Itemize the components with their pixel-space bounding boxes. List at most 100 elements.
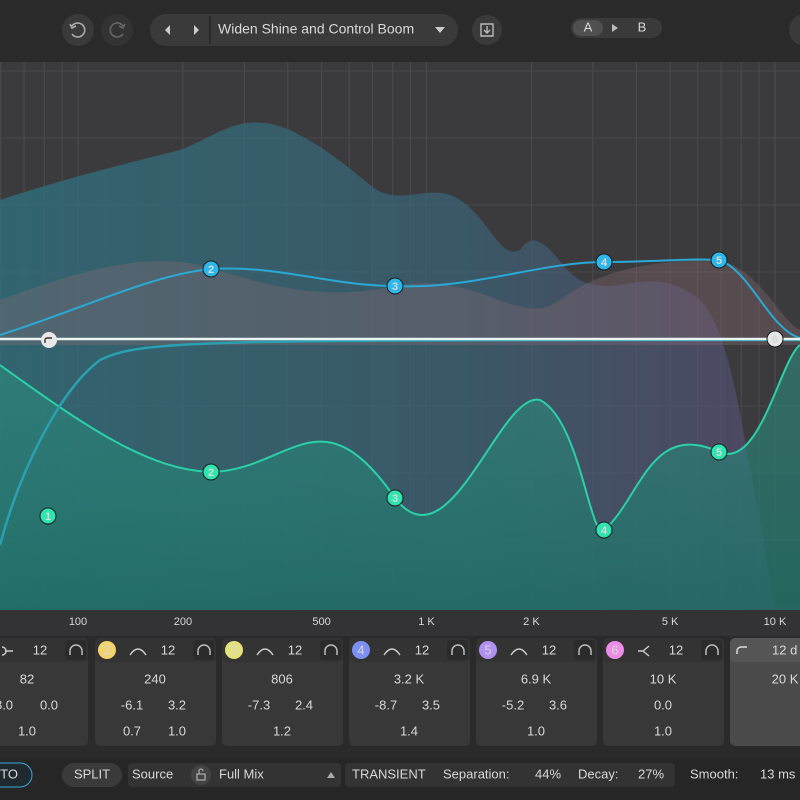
highpass-icon: [44, 337, 52, 343]
node-label: 6: [772, 334, 778, 346]
solo-button[interactable]: [447, 640, 468, 660]
solo-button[interactable]: [701, 640, 722, 660]
band-badge[interactable]: [479, 641, 497, 659]
smooth[interactable]: 13 ms: [760, 766, 796, 781]
band-slope: 12: [288, 642, 302, 657]
band-frequency: 240: [144, 671, 166, 686]
shape-icon[interactable]: [256, 648, 274, 656]
source-value: Full Mix: [219, 766, 264, 781]
shape-icon[interactable]: [510, 648, 528, 656]
ab-copy[interactable]: [612, 24, 618, 32]
transient-box: [345, 763, 675, 787]
auto-label: TO: [0, 766, 18, 781]
band-header: [222, 638, 343, 662]
band-gain: 3.2: [168, 697, 186, 712]
undo-icon: [69, 22, 86, 38]
eq-node[interactable]: [710, 443, 728, 461]
band-frequency: 3.2 K: [394, 671, 425, 686]
band-column[interactable]: [603, 638, 724, 746]
eq-node[interactable]: [766, 330, 784, 348]
band-badge[interactable]: [606, 641, 624, 659]
band-frequency: 10 K: [650, 671, 677, 686]
source-box[interactable]: [128, 763, 341, 787]
band-column[interactable]: [222, 638, 343, 746]
band-number: 4: [357, 642, 364, 657]
eq-node[interactable]: [386, 489, 404, 507]
band-slope: 12: [415, 642, 429, 657]
node-label: 5: [716, 255, 722, 267]
auto-button[interactable]: [0, 762, 33, 788]
source-label: Source: [132, 766, 173, 781]
shape-icon[interactable]: [129, 648, 147, 656]
band-badge[interactable]: [225, 641, 243, 659]
band-number: 2: [103, 642, 110, 657]
eq-node[interactable]: [595, 521, 613, 539]
band-header: [476, 638, 597, 662]
source-arrow[interactable]: [327, 772, 335, 778]
solo-button[interactable]: [320, 640, 341, 660]
redo-icon: [109, 22, 126, 38]
eq-node[interactable]: [710, 251, 728, 269]
band-badge[interactable]: [98, 641, 116, 659]
band-badge[interactable]: [352, 641, 370, 659]
freq-label: 1 K: [418, 616, 435, 628]
shape-icon[interactable]: [1, 646, 13, 656]
band-column[interactable]: [0, 638, 88, 746]
band-q: 1.0: [527, 723, 545, 738]
eq-node[interactable]: [386, 277, 404, 295]
freq-label: 10 K: [764, 616, 787, 628]
redo-button[interactable]: [101, 14, 133, 46]
dropdown-arrow[interactable]: [435, 27, 445, 33]
band-gain: -7.3: [248, 697, 270, 712]
headphone-icon: [69, 644, 83, 655]
split-button[interactable]: [62, 763, 122, 787]
solo-button[interactable]: [65, 640, 86, 660]
ab-label[interactable]: B: [638, 19, 647, 34]
node-label: 1: [45, 511, 51, 523]
separation[interactable]: 44%: [535, 766, 561, 781]
highpass-node[interactable]: [41, 332, 57, 348]
band-column[interactable]: [349, 638, 470, 746]
band-column[interactable]: [730, 638, 800, 746]
shape-icon[interactable]: [383, 648, 401, 656]
band-slope: 12: [33, 642, 47, 657]
cut-area: [0, 345, 800, 610]
band-column[interactable]: [95, 638, 216, 746]
decay[interactable]: 27%: [638, 766, 664, 781]
shape-icon[interactable]: [736, 646, 747, 654]
band-q: 1.0: [654, 723, 672, 738]
band-gain: 3.6: [549, 697, 567, 712]
ab-label[interactable]: A: [584, 19, 593, 34]
node-label: 3: [392, 493, 398, 505]
headphone-icon: [705, 644, 719, 655]
node-label: 3: [392, 281, 398, 293]
undo-button[interactable]: [62, 14, 94, 46]
band-gain: -8.7: [375, 697, 397, 712]
menu-button[interactable]: [789, 14, 800, 46]
band-number: 5: [484, 642, 491, 657]
band-column[interactable]: [476, 638, 597, 746]
eq-node[interactable]: [202, 463, 220, 481]
band-gain: 0.0: [40, 697, 58, 712]
band-slope: 12: [542, 642, 556, 657]
freq-label: 100: [69, 616, 87, 628]
solo-button[interactable]: [574, 640, 595, 660]
eq-node[interactable]: [39, 507, 57, 525]
solo-button[interactable]: [193, 640, 214, 660]
band-q: 1.0: [168, 723, 186, 738]
preset-name: Widen Shine and Control Boom: [218, 21, 414, 37]
headphone-icon: [324, 644, 338, 655]
band-frequency: 82: [20, 671, 34, 686]
lock-button[interactable]: [191, 765, 211, 785]
eq-node[interactable]: [595, 253, 613, 271]
headphone-icon: [578, 644, 592, 655]
node-label: 4: [601, 525, 608, 537]
band-q: 1.2: [273, 723, 291, 738]
headphone-icon: [197, 644, 211, 655]
freq-label: 5 K: [662, 616, 679, 628]
band-header: [730, 638, 800, 662]
shape-icon[interactable]: [638, 645, 650, 657]
preset-selector[interactable]: [150, 14, 458, 46]
eq-node[interactable]: [202, 260, 220, 278]
node-label: 2: [208, 264, 214, 276]
